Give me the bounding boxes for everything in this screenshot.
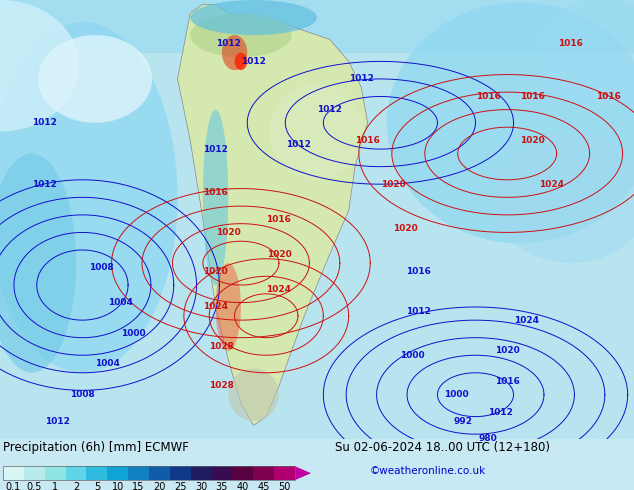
Text: 1016: 1016 — [203, 189, 228, 197]
Bar — [3, 466, 24, 480]
Ellipse shape — [38, 35, 152, 123]
Text: 1016: 1016 — [355, 136, 380, 145]
Text: 1016: 1016 — [495, 377, 520, 386]
Ellipse shape — [0, 0, 79, 132]
Ellipse shape — [222, 35, 247, 70]
Text: 50: 50 — [278, 482, 291, 490]
Text: 1024: 1024 — [266, 285, 292, 294]
Bar — [254, 466, 274, 480]
Text: 1012: 1012 — [203, 145, 228, 153]
Text: 1020: 1020 — [380, 180, 406, 189]
Text: 1008: 1008 — [89, 263, 114, 272]
Bar — [170, 466, 191, 480]
Text: 5: 5 — [94, 482, 100, 490]
Text: 1008: 1008 — [70, 390, 95, 399]
Text: 10: 10 — [112, 482, 124, 490]
Bar — [0, 0, 634, 52]
Bar — [212, 466, 233, 480]
Text: 1028: 1028 — [209, 342, 235, 351]
Text: 1012: 1012 — [349, 74, 374, 83]
Polygon shape — [295, 466, 311, 480]
Text: 1000: 1000 — [444, 390, 469, 399]
Text: 1012: 1012 — [406, 307, 431, 316]
Bar — [45, 466, 65, 480]
Ellipse shape — [491, 131, 634, 263]
Ellipse shape — [0, 22, 178, 373]
Text: 1012: 1012 — [32, 180, 57, 189]
Text: 992: 992 — [453, 416, 472, 425]
Ellipse shape — [0, 153, 76, 373]
Text: 1028: 1028 — [209, 381, 235, 391]
Text: 20: 20 — [153, 482, 165, 490]
Ellipse shape — [216, 263, 241, 351]
Text: 1016: 1016 — [406, 268, 431, 276]
Text: 25: 25 — [174, 482, 186, 490]
Text: 1012: 1012 — [44, 416, 70, 425]
Text: 1012: 1012 — [32, 118, 57, 127]
Bar — [65, 466, 86, 480]
Polygon shape — [178, 4, 368, 425]
Ellipse shape — [235, 52, 247, 70]
Text: 1012: 1012 — [317, 105, 342, 114]
Ellipse shape — [190, 0, 317, 35]
Text: 1016: 1016 — [520, 92, 545, 101]
Text: 1024: 1024 — [539, 180, 564, 189]
Text: 1020: 1020 — [520, 136, 545, 145]
Text: 1000: 1000 — [121, 329, 145, 338]
Bar — [274, 466, 295, 480]
Text: 1024: 1024 — [203, 302, 228, 312]
Bar — [86, 466, 107, 480]
Text: 1024: 1024 — [514, 316, 539, 325]
Bar — [128, 466, 149, 480]
Ellipse shape — [539, 0, 634, 107]
Bar — [233, 466, 254, 480]
Text: 1012: 1012 — [488, 408, 514, 416]
Text: 45: 45 — [257, 482, 270, 490]
Text: 1016: 1016 — [558, 39, 583, 49]
Text: 2: 2 — [73, 482, 79, 490]
Ellipse shape — [190, 13, 292, 57]
Text: Su 02-06-2024 18..00 UTC (12+180): Su 02-06-2024 18..00 UTC (12+180) — [335, 441, 550, 454]
Text: 35: 35 — [216, 482, 228, 490]
Bar — [24, 466, 45, 480]
Text: 1012: 1012 — [285, 140, 311, 149]
Ellipse shape — [228, 368, 279, 421]
Text: ©weatheronline.co.uk: ©weatheronline.co.uk — [370, 466, 486, 476]
Text: 15: 15 — [133, 482, 145, 490]
Text: 1020: 1020 — [203, 268, 228, 276]
Text: 1020: 1020 — [495, 346, 520, 355]
Text: Precipitation (6h) [mm] ECMWF: Precipitation (6h) [mm] ECMWF — [3, 441, 189, 454]
Bar — [107, 466, 128, 480]
Text: 40: 40 — [236, 482, 249, 490]
Text: 1016: 1016 — [596, 92, 621, 101]
Bar — [149, 466, 170, 480]
Text: 0.5: 0.5 — [27, 482, 42, 490]
Text: 1004: 1004 — [95, 360, 120, 368]
Text: 1016: 1016 — [476, 92, 501, 101]
Text: 0.1: 0.1 — [6, 482, 21, 490]
Text: 1004: 1004 — [108, 298, 133, 307]
Text: 30: 30 — [195, 482, 207, 490]
Text: 1020: 1020 — [393, 223, 418, 233]
Text: 1: 1 — [52, 482, 58, 490]
Ellipse shape — [269, 83, 365, 180]
Ellipse shape — [387, 2, 634, 244]
Bar — [191, 466, 212, 480]
Text: 1016: 1016 — [266, 215, 292, 224]
Text: 1012: 1012 — [241, 57, 266, 66]
Text: 1020: 1020 — [216, 228, 241, 237]
Text: 1020: 1020 — [266, 250, 292, 259]
Text: 1012: 1012 — [216, 39, 241, 49]
Text: 980: 980 — [479, 434, 498, 443]
Text: 1000: 1000 — [400, 351, 424, 360]
Bar — [3, 466, 295, 480]
Ellipse shape — [203, 110, 228, 285]
